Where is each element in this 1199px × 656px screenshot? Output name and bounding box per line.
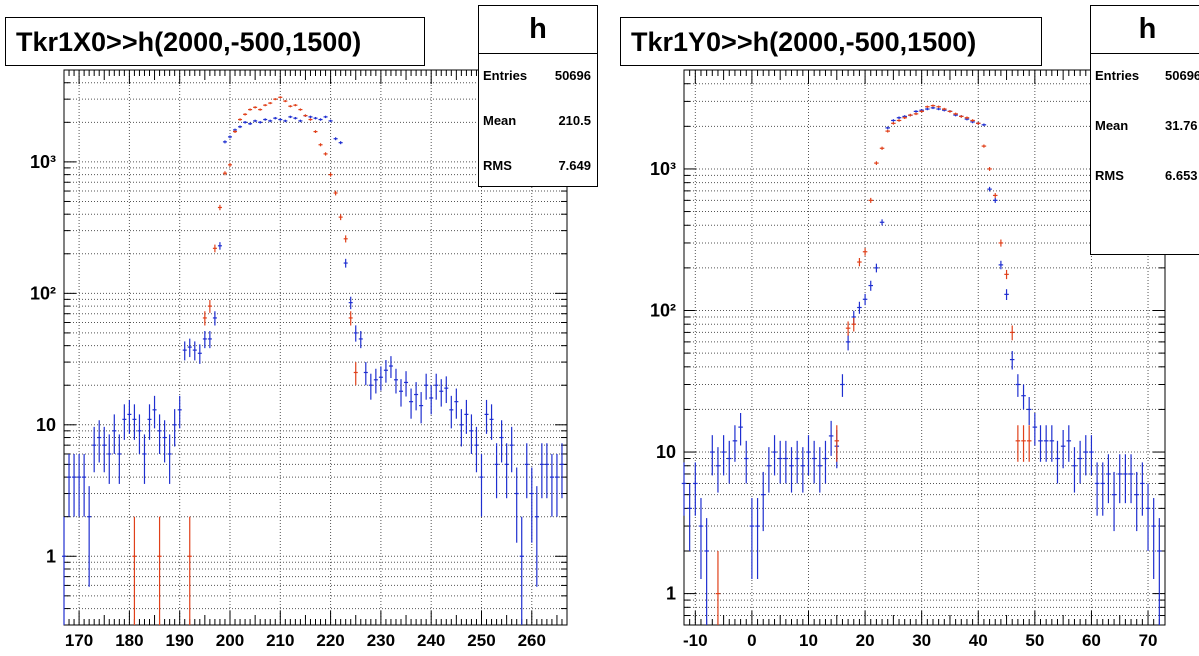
left-stats-box: h Entries 50696 Mean 210.5 RMS 7.649 [478, 5, 598, 187]
stats-label: RMS [483, 158, 512, 173]
stats-label: Mean [483, 113, 517, 128]
stats-row-rms: RMS 6.653 [1091, 154, 1199, 204]
x-tick-label: 220 [316, 631, 344, 650]
x-tick-label: 240 [417, 631, 445, 650]
stats-value: 210.5 [558, 113, 591, 128]
x-tick-label: 190 [166, 631, 194, 650]
x-tick-label: 60 [1082, 631, 1101, 650]
stats-row-entries: Entries 50696 [1091, 54, 1199, 104]
stats-histogram-name: h [1091, 6, 1199, 54]
y-tick-label: 10³ [30, 152, 56, 172]
stats-value: 50696 [554, 68, 591, 83]
stats-value: 31.76 [1165, 118, 1198, 133]
y-tick-label: 10² [30, 283, 56, 303]
left-histogram-title: Tkr1X0>>h(2000,-500,1500) [5, 17, 425, 66]
x-tick-label: 40 [969, 631, 988, 650]
x-tick-label: 210 [266, 631, 294, 650]
x-tick-label: 250 [467, 631, 495, 650]
x-tick-label: 260 [518, 631, 546, 650]
x-tick-label: 230 [367, 631, 395, 650]
stats-row-mean: Mean 210.5 [479, 99, 597, 144]
x-tick-label: 0 [747, 631, 756, 650]
x-tick-label: 50 [1025, 631, 1044, 650]
stats-histogram-name: h [479, 6, 597, 54]
y-tick-label: 1 [46, 546, 56, 566]
x-tick-label: 30 [912, 631, 931, 650]
x-tick-label: 180 [115, 631, 143, 650]
x-tick-label: 170 [65, 631, 93, 650]
y-tick-label: 10² [650, 300, 676, 320]
y-tick-label: 10³ [650, 159, 676, 179]
stats-row-mean: Mean 31.76 [1091, 104, 1199, 154]
right-stats-box: h Entries 50696 Mean 31.76 RMS 6.653 [1090, 5, 1199, 255]
plot-frame [683, 69, 1166, 626]
stats-label: Entries [1095, 68, 1140, 83]
stats-label: Entries [483, 68, 528, 83]
x-tick-label: 20 [856, 631, 875, 650]
stats-value: 50696 [1165, 68, 1199, 83]
x-tick-label: 200 [216, 631, 244, 650]
x-tick-label: -10 [683, 631, 708, 650]
y-tick-label: 1 [666, 584, 676, 604]
x-tick-label: 70 [1139, 631, 1158, 650]
x-tick-label: 10 [799, 631, 818, 650]
stats-value: 7.649 [558, 158, 591, 173]
y-tick-label: 10 [36, 415, 56, 435]
stats-value: 6.653 [1165, 168, 1198, 183]
stats-label: Mean [1095, 118, 1129, 133]
stats-row-entries: Entries 50696 [479, 54, 597, 99]
y-tick-label: 10 [656, 442, 676, 462]
stats-row-rms: RMS 7.649 [479, 144, 597, 186]
stats-label: RMS [1095, 168, 1124, 183]
plot-frame [63, 69, 568, 626]
right-histogram-title: Tkr1Y0>>h(2000,-500,1500) [620, 17, 1042, 66]
